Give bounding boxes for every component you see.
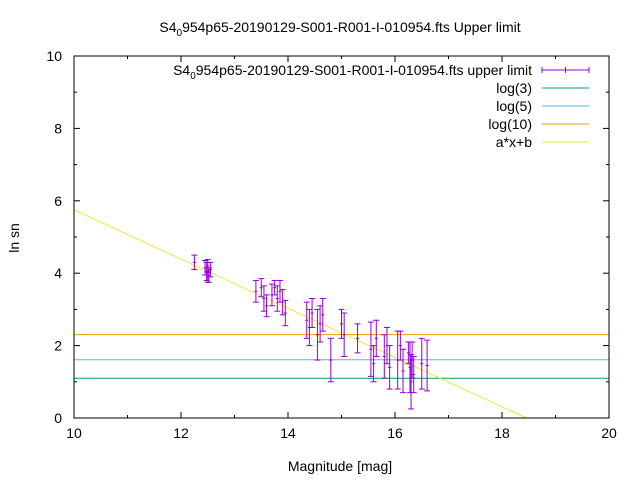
data-point xyxy=(367,321,374,377)
data-point xyxy=(309,298,316,328)
data-point xyxy=(381,334,388,379)
y-tick-label: 0 xyxy=(54,410,62,426)
data-point xyxy=(317,305,324,343)
plot-frame xyxy=(73,55,610,419)
data-point xyxy=(271,279,278,296)
data-point xyxy=(341,312,348,357)
x-tick-label: 20 xyxy=(601,425,617,441)
x-tick-label: 14 xyxy=(280,425,296,441)
y-tick-label: 8 xyxy=(54,120,62,136)
data-point xyxy=(260,285,267,312)
legend-swatch-points xyxy=(541,67,590,73)
y-tick-label: 6 xyxy=(54,193,62,209)
data-point xyxy=(279,288,286,316)
legend: S40954p65-20190129-S001-R001-I-010954.ft… xyxy=(173,62,590,150)
y-tick-label: 10 xyxy=(46,48,62,64)
data-point xyxy=(319,298,326,332)
data-point xyxy=(408,354,415,410)
data-point xyxy=(263,294,270,318)
data-point xyxy=(274,285,281,312)
data-point xyxy=(204,270,211,283)
y-axis-label: ln sn xyxy=(6,223,22,253)
legend-label-log10: log(10) xyxy=(488,116,532,132)
data-point xyxy=(191,254,198,271)
x-tick-label: 18 xyxy=(494,425,510,441)
data-point xyxy=(354,323,361,354)
data-point xyxy=(252,279,259,303)
data-point xyxy=(410,355,417,394)
data-point xyxy=(400,348,407,394)
x-tick-label: 16 xyxy=(387,425,403,441)
data-point xyxy=(373,319,380,357)
legend-label-log3: log(3) xyxy=(496,80,532,96)
x-tick-label: 12 xyxy=(173,425,189,441)
data-point xyxy=(282,299,289,327)
data-point xyxy=(397,330,404,361)
legend-label-log5: log(5) xyxy=(496,98,532,114)
data-point xyxy=(327,337,334,383)
data-point xyxy=(338,308,345,339)
data-point xyxy=(258,278,265,298)
x-axis-label: Magnitude [mag] xyxy=(288,458,392,474)
data-point xyxy=(418,337,425,390)
legend-label-points: S40954p65-20190129-S001-R001-I-010954.ft… xyxy=(173,62,532,82)
y-tick-label: 4 xyxy=(54,265,62,281)
data-point xyxy=(370,345,377,383)
legend-label-fit: a*x+b xyxy=(496,134,532,150)
data-point xyxy=(424,339,431,392)
data-point xyxy=(386,345,393,390)
chart-title: S40954p65-20190129-S001-R001-I-010954.ft… xyxy=(159,19,520,39)
data-point xyxy=(303,301,310,339)
x-tick-label: 10 xyxy=(66,425,82,441)
data-point xyxy=(314,308,321,361)
fit-line xyxy=(73,209,527,419)
y-tick-label: 2 xyxy=(54,338,62,354)
